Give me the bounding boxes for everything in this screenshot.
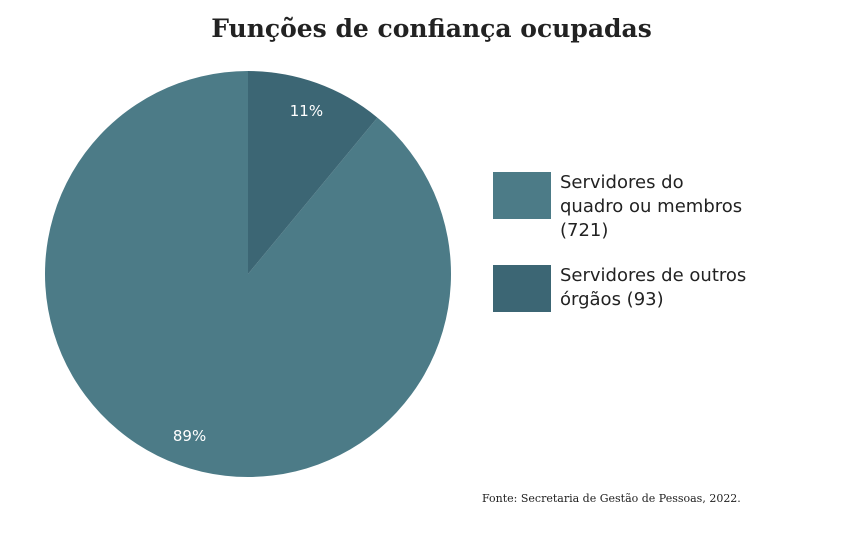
source: Fonte: Secretaria de Gestão de Pessoas, …: [482, 492, 741, 505]
legend-swatch: [493, 172, 551, 219]
legend-swatch: [493, 265, 551, 312]
pie-slice: [248, 71, 378, 274]
value-label: 89%: [173, 427, 206, 445]
pie-slice: [44, 71, 451, 477]
legend-item: Servidores do quadro ou membros (721): [493, 172, 750, 243]
chart-title: Funções de confiança ocupadas: [211, 14, 652, 43]
legend: Servidores do quadro ou membros (721) Ser…: [493, 172, 750, 334]
legend-label: Servidores de outros órgãos (93): [560, 265, 747, 310]
legend-item: Servidores de outros órgãos (93): [493, 265, 750, 312]
value-label: 11%: [290, 102, 323, 120]
legend-label: Servidores do quadro ou membros (721): [560, 172, 743, 241]
